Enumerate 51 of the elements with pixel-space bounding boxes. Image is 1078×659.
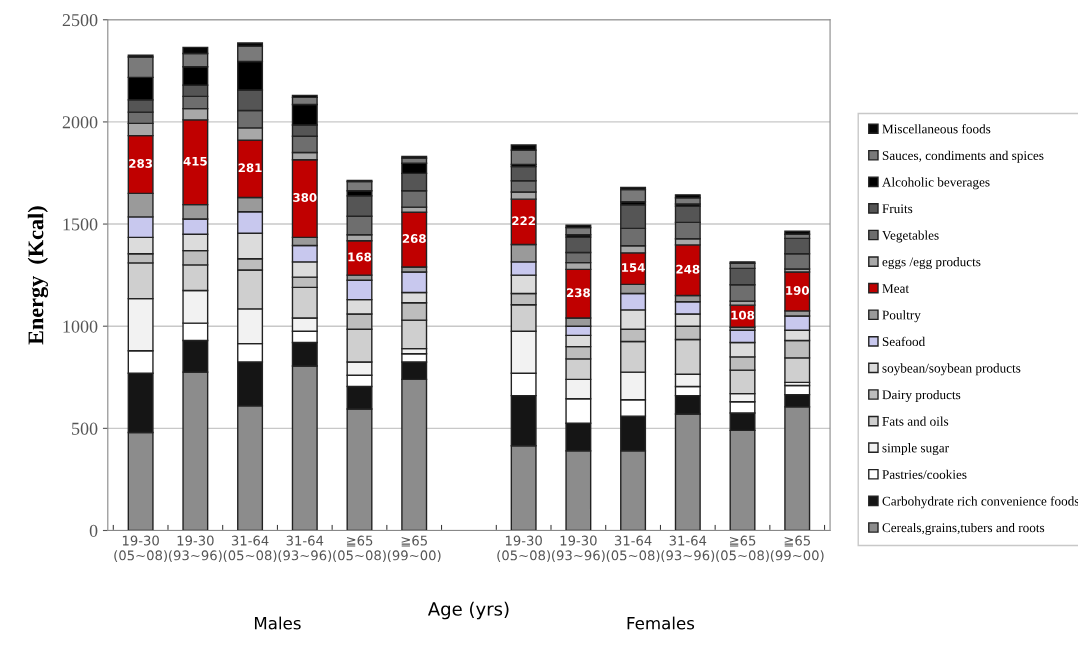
legend-label: simple sugar xyxy=(882,443,949,456)
y-tick-label: 1000 xyxy=(63,320,98,333)
x-tick-label: ≧65 (05~08) xyxy=(333,535,386,562)
x-tick-label: 19-30 (05~08) xyxy=(114,535,167,562)
legend-label: Seafood xyxy=(882,336,926,347)
legend-label: Cereals,grains,tubers and roots xyxy=(882,522,1045,535)
bar xyxy=(784,230,811,235)
data-label: 281 xyxy=(238,163,262,173)
y-tick-label: 1500 xyxy=(63,218,98,231)
legend-label: Pastries/cookies xyxy=(882,469,967,479)
legend-label: Poultry xyxy=(882,310,921,323)
x-tick-label: 31-64 (05~08) xyxy=(606,535,660,562)
x-tick-label: ≧65 (99~00) xyxy=(770,535,824,562)
y-tick-label: 0 xyxy=(89,524,98,537)
data-label: 190 xyxy=(786,285,809,295)
legend-label: Miscellaneous foods xyxy=(882,124,991,134)
legend-label: Vegetables xyxy=(882,230,939,243)
data-label: 168 xyxy=(348,252,372,262)
legend-label: Fruits xyxy=(882,204,913,214)
data-label: 108 xyxy=(731,310,755,320)
x-tick-label: 19-30 (05~08) xyxy=(497,535,550,562)
x-tick-label: 31-64 (05~08) xyxy=(223,535,277,562)
x-axis-title: Age (yrs) xyxy=(427,601,509,620)
legend-label: soybean/soybean products xyxy=(882,363,1021,376)
data-label: 154 xyxy=(622,263,645,273)
x-tick-label: 19-30 (93~96) xyxy=(552,535,605,562)
legend-label: Fats and oils xyxy=(882,416,949,426)
text: Females xyxy=(627,616,695,630)
legend-label: Dairy products xyxy=(882,389,961,402)
x-tick-label: 31-64 (93~96) xyxy=(278,535,332,562)
y-tick-label: 2000 xyxy=(62,116,98,129)
data-label: 222 xyxy=(512,216,535,226)
x-tick-label: ≧65 (99~00) xyxy=(387,535,441,562)
y-tick-label: 2500 xyxy=(62,14,98,27)
y-tick-label: 500 xyxy=(72,422,98,435)
legend-label: eggs /egg products xyxy=(882,257,981,270)
data-label: 380 xyxy=(293,193,317,202)
y-axis-title: Energy (Kcal) xyxy=(27,206,49,345)
legend-label: Sauces, condiments and spices xyxy=(882,150,1044,163)
legend-label: Meat xyxy=(882,284,909,293)
x-tick-label: ≧65 (05~08) xyxy=(716,535,769,562)
data-label: 283 xyxy=(129,159,153,168)
legend-label: Carbohydrate rich convenience foods xyxy=(882,496,1078,509)
data-label: 415 xyxy=(183,156,207,166)
x-tick-label: 31-64 (93~96) xyxy=(661,535,715,562)
x-tick-label: 19-30 (93~96) xyxy=(169,535,222,562)
data-label: 248 xyxy=(676,264,700,274)
text: Males xyxy=(254,616,301,630)
legend-label: Alcoholic beverages xyxy=(882,177,990,190)
data-label: 238 xyxy=(566,288,590,298)
data-label: 268 xyxy=(402,234,426,244)
